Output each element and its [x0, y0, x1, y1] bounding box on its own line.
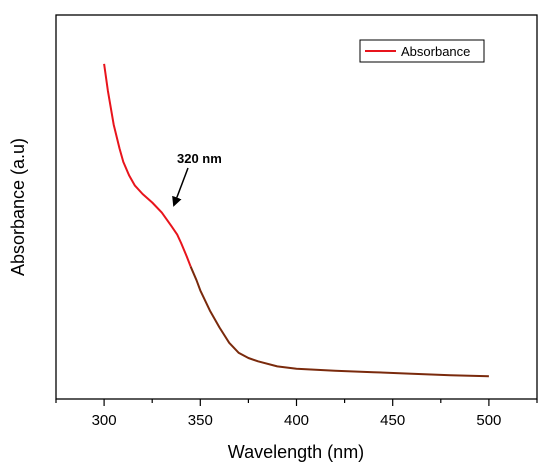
- x-axis-title: Wavelength (nm): [228, 442, 364, 462]
- x-axis-ticks: 300 350 400 450 500: [55, 399, 538, 429]
- annotation-320nm: 320 nm: [172, 151, 222, 207]
- x-tick-label: 350: [188, 412, 213, 429]
- series-layer: [103, 63, 489, 378]
- legend-box: [359, 39, 485, 63]
- x-tick-label: 500: [476, 412, 501, 429]
- plot-frame: [55, 14, 538, 400]
- legend-label: Absorbance: [401, 44, 470, 59]
- x-tick-label: 400: [284, 412, 309, 429]
- annotation-arrow: [172, 167, 189, 207]
- x-tick-label: 450: [380, 412, 405, 429]
- x-tick-label: 300: [92, 412, 117, 429]
- legend: Absorbance: [359, 39, 485, 63]
- series-line-absorbance: [103, 63, 192, 268]
- series-line-absorbance-tail: [189, 266, 489, 378]
- annotation-label: 320 nm: [177, 151, 222, 166]
- y-axis-title: Absorbance (a.u): [8, 138, 28, 276]
